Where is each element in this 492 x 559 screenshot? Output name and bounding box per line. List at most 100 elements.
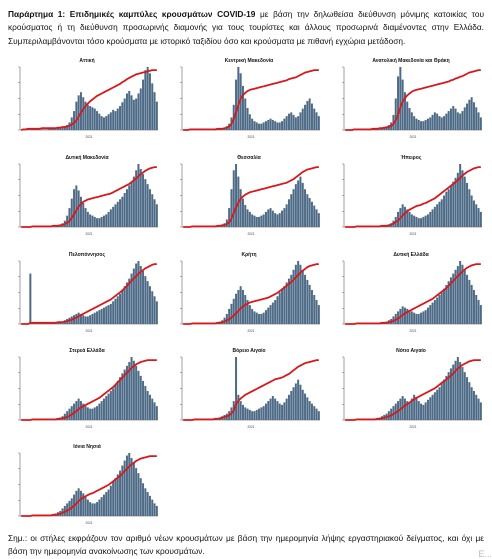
case-bar [271,302,274,324]
case-bar [253,121,256,130]
case-bar [281,121,284,130]
chart-svg: 2021 [18,66,158,139]
case-bar [294,264,297,324]
case-bar [459,261,462,324]
case-bar [317,116,320,130]
case-bar [454,177,457,227]
chart-panel: Κρήτη 2021 [170,252,328,338]
case-bar [410,214,413,227]
case-bar [274,121,277,130]
case-bar [426,214,429,227]
case-bar [406,308,409,324]
case-bar [456,357,459,420]
case-bar [109,391,112,420]
case-bar [472,391,475,420]
case-bar [440,199,443,227]
case-bar [438,201,441,227]
case-bar [463,269,466,324]
case-bar [93,407,96,420]
case-bar [287,278,290,324]
case-bar [292,269,295,324]
case-bar [290,274,293,324]
case-bar [96,406,99,420]
case-bar [454,108,457,130]
case-bar [443,288,446,324]
case-bar [436,113,439,130]
x-year-label: 2021 [85,329,92,333]
case-bar [269,118,272,130]
case-bar [128,185,131,227]
case-bar [235,357,238,420]
case-bar [269,305,272,324]
case-bar [251,308,254,324]
case-bar [100,497,103,516]
case-bar [114,204,117,227]
case-bar [119,470,122,516]
watermark-text: Ε... [478,549,492,559]
case-bar [452,273,455,324]
case-bar [443,195,446,227]
case-bar [304,393,307,420]
case-bar [130,95,133,130]
case-bar [148,189,151,227]
case-bar [137,370,140,420]
case-bar [468,382,471,420]
case-bar [429,117,432,130]
case-bar [56,322,59,324]
case-bar [109,303,112,324]
chart-svg: 2021 [180,260,320,333]
case-bar [251,118,254,130]
case-bar [297,116,300,130]
case-bar [433,300,436,324]
case-bar [429,305,432,324]
case-bar [285,204,288,227]
case-bar [283,208,286,227]
case-bar [299,264,302,324]
case-bar [91,408,94,420]
case-bar [82,97,85,130]
case-bar [142,483,145,516]
case-bar [447,189,450,227]
case-bar [470,284,473,324]
case-bar [429,397,432,420]
case-bar [262,312,265,324]
case-bar [415,118,418,130]
case-bar [132,360,135,420]
case-bar [420,121,423,130]
case-bar [112,301,115,324]
case-bar [251,411,254,420]
cumulative-curve [345,359,481,421]
chart-panel: Νότιο Αιγαίο 2021 [332,348,490,434]
case-bar [283,402,286,420]
case-bar [230,303,233,324]
case-bar [246,300,249,324]
case-bar [239,286,242,324]
case-bar [413,312,416,324]
chart-title: Πελοπόννησος [68,252,106,258]
case-bar [45,129,48,130]
case-bar [287,113,290,130]
case-bar [281,404,284,420]
case-bar [75,101,78,130]
case-bar [443,116,446,130]
case-bar [148,495,151,516]
case-bar [121,289,124,324]
case-bar [255,409,258,420]
case-bar [86,211,89,227]
chart-svg: 2021 [18,163,158,236]
case-bar [107,393,110,420]
case-bar [276,122,279,130]
cumulative-curve [183,166,319,228]
case-bar [260,407,263,420]
case-bar [477,112,480,130]
case-bar [424,119,427,130]
case-bar [77,95,80,130]
cumulative-curve [345,69,481,131]
case-bar [100,216,103,227]
case-bar [287,199,290,227]
case-bar [260,313,263,324]
case-bar [151,194,154,227]
case-bar [77,190,80,227]
case-bar [468,189,471,227]
case-bar [315,408,318,420]
